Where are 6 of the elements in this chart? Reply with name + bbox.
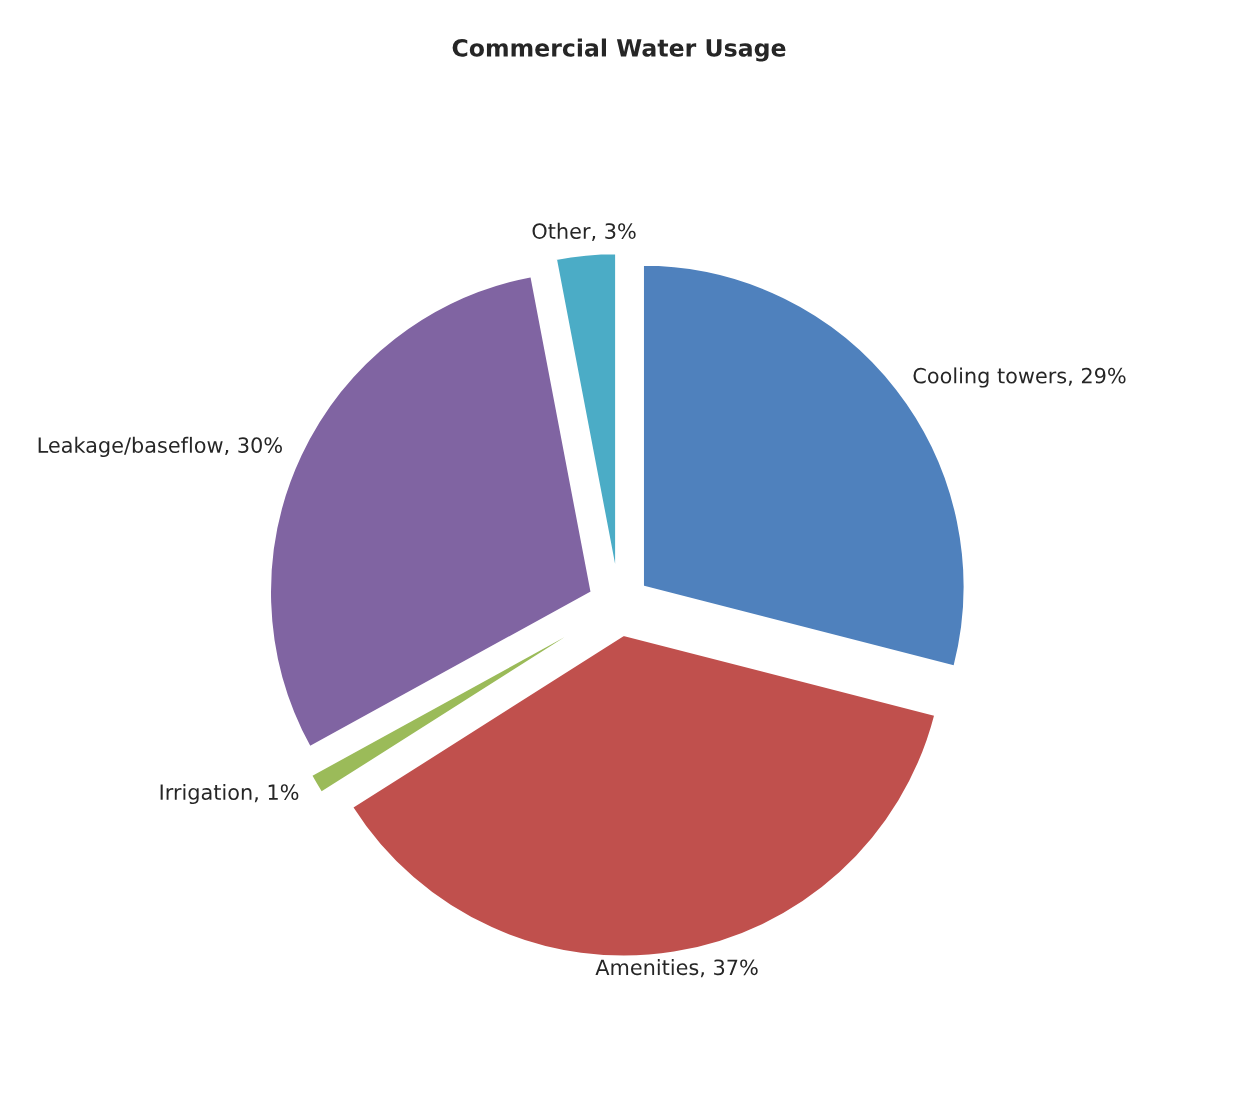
slice-label: Leakage/baseflow, 30% [38,436,282,458]
chart-title: Commercial Water Usage [452,38,786,62]
slice-label: Amenities, 37% [595,959,758,978]
slice-label: Cooling towers, 29% [913,367,1126,388]
slice-label: Other, 3% [532,222,636,242]
slice-label: Irrigation, 1% [160,783,299,805]
